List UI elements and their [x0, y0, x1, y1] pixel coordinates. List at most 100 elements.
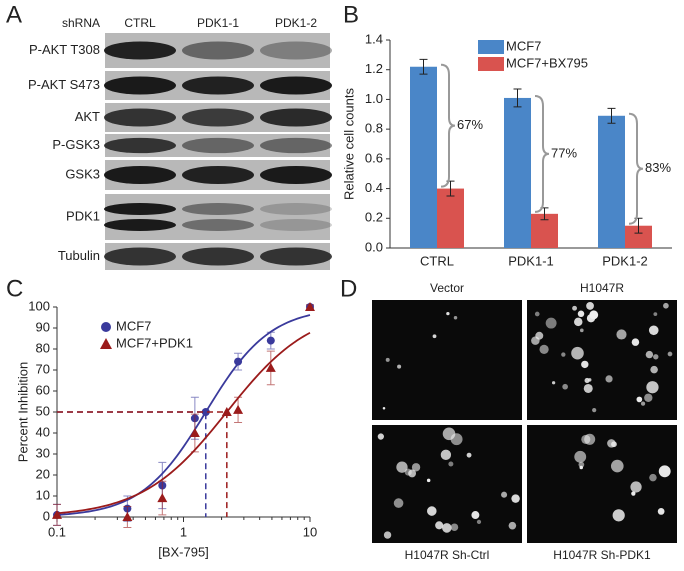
- annotation: 77%: [551, 145, 577, 160]
- x-tick-label: PDK1-1: [508, 253, 554, 268]
- error-bar: [419, 58, 428, 75]
- cell-colony: [448, 461, 454, 467]
- cell-colony: [385, 357, 390, 362]
- blot-band: [104, 166, 176, 184]
- legend-label: MCF7+BX795: [506, 55, 588, 70]
- blot-band: [260, 137, 332, 154]
- cell-colony: [581, 360, 589, 369]
- bar: [504, 97, 531, 248]
- cell-colony: [650, 365, 658, 374]
- blot-band: [260, 203, 332, 215]
- blot-band: [182, 247, 254, 266]
- cell-colony: [657, 508, 665, 515]
- cell-colony: [574, 450, 587, 463]
- cell-colony: [508, 521, 517, 530]
- cell-colony: [393, 498, 404, 508]
- brace: [628, 112, 644, 225]
- micrograph-label: H1047R: [580, 281, 624, 295]
- data-point: [157, 493, 168, 503]
- blot-band: [260, 108, 332, 127]
- error-bar: [513, 88, 522, 108]
- cell-colony: [571, 346, 584, 360]
- cell-colony: [605, 375, 613, 383]
- cell-colony: [640, 401, 646, 406]
- cell-colony: [411, 463, 421, 472]
- cell-colony: [574, 317, 583, 327]
- y-tick-label: 10: [36, 487, 50, 502]
- blot-band: [104, 203, 176, 215]
- cell-colony: [450, 523, 459, 532]
- panel-label: A: [6, 1, 22, 28]
- panel-label: C: [6, 275, 23, 302]
- x-tick-label: 0.1: [48, 524, 66, 539]
- data-point: [221, 407, 232, 416]
- legend-swatch: [478, 40, 504, 54]
- y-tick-label: 1.4: [365, 31, 383, 46]
- micrograph-label: H1047R Sh-PDK1: [553, 548, 651, 562]
- y-tick-label: 1.0: [365, 91, 383, 106]
- micrograph: [372, 300, 522, 420]
- cell-colony: [446, 311, 450, 316]
- error-bar: [607, 107, 616, 124]
- data-point: [52, 509, 62, 519]
- micrograph-label: Vector: [430, 281, 464, 295]
- y-tick-label: 70: [36, 361, 50, 376]
- blot-band: [104, 41, 176, 60]
- x-tick-label: 10: [303, 524, 317, 539]
- blot-band: [182, 203, 254, 215]
- brace: [440, 63, 456, 188]
- blot-band: [182, 166, 254, 184]
- reference-line: [57, 411, 228, 517]
- cell-colony: [377, 433, 385, 440]
- cell-colony: [471, 511, 480, 520]
- fit-curve: [56, 331, 311, 515]
- panel-label: D: [340, 275, 357, 302]
- cell-colony: [578, 461, 585, 468]
- y-tick-label: 90: [36, 319, 50, 334]
- row-label: Tubulin: [58, 248, 100, 263]
- y-tick-label: 0.6: [365, 150, 383, 165]
- y-axis-label: Percent Inhibition: [15, 362, 30, 462]
- cell-colony: [440, 449, 452, 460]
- data-point: [266, 336, 275, 345]
- micrograph-label: H1047R Sh-Ctrl: [405, 548, 490, 562]
- annotation: 83%: [645, 160, 671, 175]
- blot-band: [260, 76, 332, 95]
- row-label: P-GSK3: [52, 137, 100, 152]
- legend-marker: [100, 338, 112, 349]
- cell-colony: [535, 331, 544, 340]
- y-tick-label: 30: [36, 445, 50, 460]
- y-tick-label: 0.2: [365, 210, 383, 225]
- cell-colony: [648, 325, 659, 336]
- cell-colony: [616, 329, 627, 340]
- cell-colony: [435, 521, 444, 530]
- cell-colony: [501, 491, 508, 498]
- cell-colony: [592, 408, 597, 413]
- bar: [598, 115, 625, 249]
- data-point: [305, 302, 315, 311]
- cell-colony: [426, 478, 431, 483]
- blot-header: shRNA: [62, 16, 100, 30]
- cell-colony: [636, 396, 643, 403]
- x-axis-label: [BX-795]: [158, 544, 209, 559]
- x-tick-label: CTRL: [420, 253, 454, 268]
- bar: [625, 225, 652, 248]
- data-point: [265, 362, 276, 372]
- legend-swatch: [478, 57, 504, 71]
- blot-band: [260, 247, 332, 266]
- legend-label: MCF7: [116, 318, 151, 333]
- y-axis-label: Relative cell counts: [341, 88, 356, 200]
- row-label: GSK3: [65, 166, 100, 181]
- cell-colony: [397, 364, 402, 369]
- cell-colony: [442, 523, 452, 533]
- lane-label: PDK1-1: [197, 16, 239, 30]
- blot-band: [104, 137, 176, 154]
- cell-colony: [404, 468, 412, 476]
- x-tick-label: 1: [180, 524, 187, 539]
- cell-colony: [586, 302, 594, 310]
- cell-colony: [607, 439, 616, 448]
- cell-colony: [577, 310, 585, 318]
- cell-colony: [631, 491, 636, 496]
- x-tick-label: PDK1-2: [602, 253, 648, 268]
- cell-colony: [453, 315, 458, 320]
